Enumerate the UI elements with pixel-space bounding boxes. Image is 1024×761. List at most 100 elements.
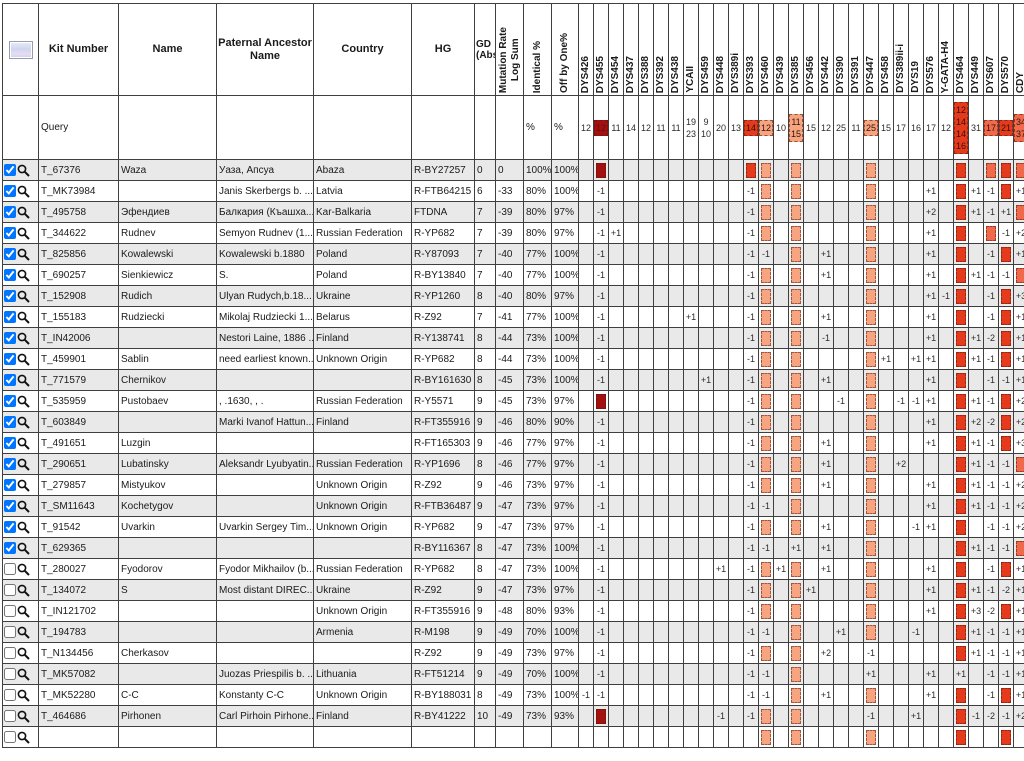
cell-marker-DYS570: -1	[998, 474, 1014, 496]
row-checkbox[interactable]	[4, 647, 16, 659]
magnifier-icon[interactable]	[17, 647, 30, 660]
row-checkbox[interactable]	[4, 416, 16, 428]
row-checkbox[interactable]	[4, 248, 16, 260]
row-checkbox[interactable]	[4, 395, 16, 407]
marker-box	[866, 603, 876, 619]
magnifier-icon[interactable]	[17, 227, 30, 240]
row-checkbox[interactable]	[4, 227, 16, 239]
row-checkbox[interactable]	[4, 164, 16, 176]
magnifier-icon[interactable]	[17, 563, 30, 576]
row-checkbox[interactable]	[4, 668, 16, 680]
cell-marker-DYS393: -1	[743, 285, 759, 307]
cell-marker-DYS576: +1	[923, 663, 939, 685]
cell-marker-DYS439	[773, 705, 789, 727]
row-checkbox[interactable]	[4, 353, 16, 365]
magnifier-icon[interactable]	[17, 164, 30, 177]
cell-marker-DYS388	[638, 642, 654, 664]
cell-name: Mistyukov	[118, 474, 217, 496]
magnifier-icon[interactable]	[17, 206, 30, 219]
magnifier-icon[interactable]	[17, 710, 30, 723]
magnifier-icon[interactable]	[17, 689, 30, 702]
cell-marker-DYS426	[578, 306, 594, 328]
magnifier-icon[interactable]	[17, 248, 30, 261]
row-checkbox[interactable]	[4, 689, 16, 701]
column-header-DYS458: DYS458	[878, 3, 894, 96]
cell-mutation-rate-log-sum	[495, 95, 524, 160]
cell-hg: R-M198	[411, 621, 475, 643]
cell-marker-DYS389ii-i	[893, 432, 909, 454]
magnifier-icon[interactable]	[17, 626, 30, 639]
row-checkbox[interactable]	[4, 311, 16, 323]
marker-box	[956, 267, 966, 283]
row-controls	[4, 668, 38, 681]
row-checkbox[interactable]	[4, 563, 16, 575]
cell-hg: FTDNA	[411, 201, 475, 223]
magnifier-icon[interactable]	[17, 731, 30, 744]
marker-box	[791, 456, 801, 472]
cell-marker-DYS447	[863, 285, 879, 307]
magnifier-icon[interactable]	[17, 668, 30, 681]
row-checkbox[interactable]	[4, 290, 16, 302]
magnifier-icon[interactable]	[17, 542, 30, 555]
cell-name: C-C	[118, 684, 217, 706]
row-checkbox[interactable]	[4, 458, 16, 470]
cell-marker-DYS393: -1	[743, 705, 759, 727]
row-checkbox[interactable]	[4, 626, 16, 638]
row-checkbox[interactable]	[4, 332, 16, 344]
cell-off-by-one-pct: 100%	[551, 264, 579, 286]
cell-marker-DYS570: -1	[998, 264, 1014, 286]
cell-mutation-rate-log-sum: -45	[495, 369, 524, 391]
marker-box	[956, 540, 966, 556]
cell-marker-DYS447	[863, 348, 879, 370]
cell-marker-DYS385: +1	[788, 537, 804, 559]
cell-identical-pct: 73%	[523, 495, 552, 517]
magnifier-icon[interactable]	[17, 521, 30, 534]
magnifier-icon[interactable]	[17, 500, 30, 513]
cell-marker-DYS570	[998, 432, 1014, 454]
row-checkbox[interactable]	[4, 542, 16, 554]
cell-kit-number: T_67376	[38, 159, 119, 181]
cell-marker-DYS19	[908, 159, 924, 181]
cell-marker-DYS426	[578, 369, 594, 391]
cell-marker-DYS393: -1	[743, 180, 759, 202]
magnifier-icon[interactable]	[17, 416, 30, 429]
row-checkbox[interactable]	[4, 710, 16, 722]
row-checkbox[interactable]	[4, 731, 16, 743]
row-checkbox[interactable]	[4, 374, 16, 386]
cell-identical-pct: 80%	[523, 600, 552, 622]
magnifier-icon[interactable]	[17, 374, 30, 387]
cell-marker-CDY	[1013, 537, 1024, 559]
cell-off-by-one-pct: 97%	[551, 390, 579, 412]
cell-marker-DYS437	[623, 201, 639, 223]
cell-marker-DYS459	[698, 579, 714, 601]
cell-marker-DYS392	[653, 306, 669, 328]
magnifier-icon[interactable]	[17, 479, 30, 492]
magnifier-icon[interactable]	[17, 269, 30, 282]
marker-box	[761, 603, 771, 619]
row-checkbox[interactable]	[4, 206, 16, 218]
row-checkbox[interactable]	[4, 269, 16, 281]
cell-marker-DYS438	[668, 222, 684, 244]
magnifier-icon[interactable]	[17, 185, 30, 198]
row-checkbox[interactable]	[4, 500, 16, 512]
row-checkbox[interactable]	[4, 479, 16, 491]
magnifier-icon[interactable]	[17, 584, 30, 597]
row-checkbox[interactable]	[4, 584, 16, 596]
cell-marker-DYS442	[818, 411, 834, 433]
magnifier-icon[interactable]	[17, 437, 30, 450]
row-checkbox[interactable]	[4, 437, 16, 449]
row-checkbox[interactable]	[4, 185, 16, 197]
magnifier-icon[interactable]	[17, 290, 30, 303]
magnifier-icon[interactable]	[17, 395, 30, 408]
magnifier-icon[interactable]	[17, 311, 30, 324]
magnifier-icon[interactable]	[17, 332, 30, 345]
magnifier-icon[interactable]	[17, 605, 30, 618]
column-header-DYS438: DYS438	[668, 3, 684, 96]
magnifier-icon[interactable]	[17, 458, 30, 471]
cell-mutation-rate-log-sum: -47	[495, 516, 524, 538]
magnifier-icon[interactable]	[17, 353, 30, 366]
row-checkbox[interactable]	[4, 521, 16, 533]
row-checkbox[interactable]	[4, 605, 16, 617]
cell-off-by-one-pct: 100%	[551, 327, 579, 349]
cell-marker-Y-GATA-H4	[938, 705, 954, 727]
